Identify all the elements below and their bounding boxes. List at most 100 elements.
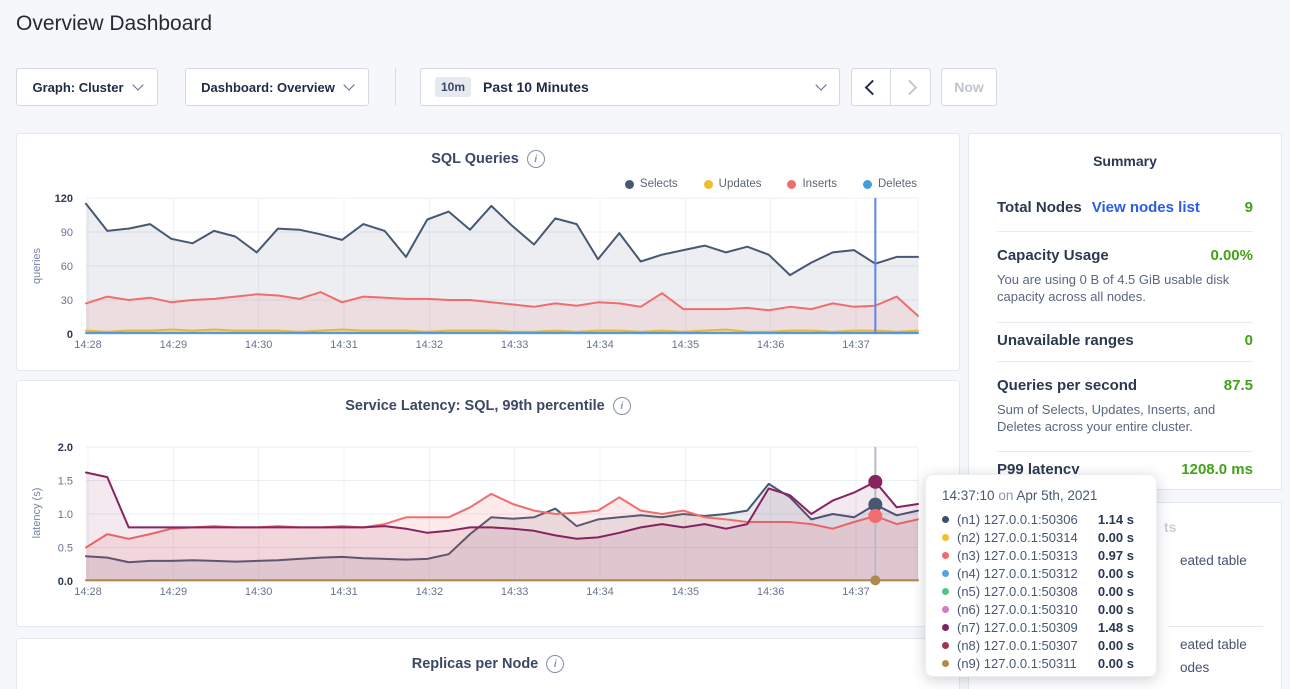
series-color-dot [703, 179, 713, 189]
chart-title: Service Latency: SQL, 99th percentile [345, 398, 605, 414]
chevron-right-icon [901, 79, 917, 95]
service-latency-plot[interactable]: 0.0 0.5 1.0 1.5 2.0 14:28 14:29 14:30 14:31 14:32… [17, 381, 961, 628]
info-icon[interactable]: i [546, 655, 565, 673]
info-icon[interactable]: i [612, 397, 631, 415]
node-color-dot [942, 641, 949, 649]
tooltip-row-n1: (n1) 127.0.0.1:50306 1.14 s [926, 510, 1156, 528]
node-color-dot [942, 659, 949, 667]
replicas-per-node-chart-card: Replicas per Node i [16, 638, 960, 689]
svg-text:14:37: 14:37 [842, 586, 870, 598]
svg-text:14:37: 14:37 [842, 339, 870, 351]
tooltip-row-n7: (n7) 127.0.0.1:50309 1.48 s [926, 618, 1156, 636]
svg-text:14:33: 14:33 [501, 586, 529, 598]
capacity-usage-value: 0.00% [1210, 247, 1253, 264]
now-button[interactable]: Now [941, 68, 997, 106]
node-color-dot [942, 551, 949, 559]
svg-text:14:30: 14:30 [245, 339, 273, 351]
chevron-down-icon [343, 79, 355, 91]
svg-text:0: 0 [67, 329, 73, 341]
summary-row-total-nodes: Total Nodes View nodes list 9 [997, 183, 1253, 232]
toolbar: Graph: Cluster Dashboard: Overview 10m P… [16, 68, 997, 106]
events-divider [1168, 626, 1263, 627]
time-step-buttons [851, 68, 931, 106]
chevron-left-icon [864, 79, 881, 95]
svg-text:14:32: 14:32 [416, 339, 444, 351]
svg-text:14:30: 14:30 [245, 586, 273, 598]
svg-text:1.0: 1.0 [58, 509, 73, 521]
service-latency-chart-card: Service Latency: SQL, 99th percentile i … [16, 380, 960, 627]
p99-latency-value: 1208.0 ms [1181, 461, 1253, 478]
graph-dropdown-label: Graph: Cluster [32, 79, 124, 95]
svg-text:14:29: 14:29 [160, 339, 188, 351]
capacity-usage-description: You are using 0 B of 4.5 GiB usable disk… [997, 272, 1230, 304]
page-title: Overview Dashboard [16, 12, 213, 35]
chart-legend: Selects Updates Inserts Deletes [624, 178, 917, 190]
view-nodes-list-link[interactable]: View nodes list [1091, 199, 1200, 216]
legend-item-inserts: Inserts [787, 178, 837, 190]
svg-text:14:35: 14:35 [672, 586, 700, 598]
summary-row-queries-per-second: Queries per second 87.5 Sum of Selects, … [997, 362, 1253, 452]
summary-row-p99-latency: P99 latency 1208.0 ms [997, 461, 1253, 478]
svg-text:120: 120 [55, 193, 73, 205]
sql-queries-plot[interactable]: 0 30 60 90 120 14:28 14:29 14:30 14:31 14:32 14:33… [17, 134, 961, 372]
time-range-dropdown[interactable]: 10m Past 10 Minutes [420, 68, 840, 106]
sql-queries-chart-card: SQL Queries i Selects Updates Inserts De… [16, 133, 960, 371]
tooltip-row-n2: (n2) 127.0.0.1:50314 0.00 s [926, 528, 1156, 546]
legend-item-updates: Updates [703, 178, 761, 190]
tooltip-row-n3: (n3) 127.0.0.1:50313 0.97 s [926, 546, 1156, 564]
event-item-fragment: odes [1180, 660, 1210, 675]
tooltip-row-n5: (n5) 127.0.0.1:50308 0.00 s [926, 582, 1156, 600]
chevron-down-icon [131, 79, 144, 91]
svg-text:14:31: 14:31 [330, 586, 358, 598]
graph-dropdown[interactable]: Graph: Cluster [16, 68, 158, 106]
chart-title: SQL Queries [431, 151, 519, 167]
svg-text:14:34: 14:34 [586, 339, 614, 351]
node-color-dot [942, 623, 949, 631]
toolbar-divider [395, 68, 396, 106]
node-color-dot [942, 605, 949, 613]
series-color-dot [624, 179, 634, 189]
svg-text:14:29: 14:29 [160, 586, 188, 598]
total-nodes-value: 9 [1244, 199, 1253, 216]
summary-row-unavailable-ranges: Unavailable ranges 0 [997, 323, 1253, 362]
queries-per-second-description: Sum of Selects, Updates, Inserts, and De… [997, 402, 1216, 434]
svg-text:14:36: 14:36 [757, 586, 785, 598]
legend-item-deletes: Deletes [863, 178, 917, 190]
node-color-dot [942, 515, 949, 523]
svg-text:14:33: 14:33 [501, 339, 529, 351]
events-panel-fragment: ts [1164, 519, 1177, 535]
node-color-dot [942, 569, 949, 577]
chart-hover-tooltip: 14:37:10 on Apr 5th, 2021 (n1) 127.0.0.1… [925, 474, 1157, 677]
svg-text:1.5: 1.5 [58, 476, 73, 488]
chevron-down-icon [815, 79, 827, 91]
svg-text:2.0: 2.0 [58, 442, 73, 454]
tooltip-row-n8: (n8) 127.0.0.1:50307 0.00 s [926, 636, 1156, 654]
tooltip-row-n9: (n9) 127.0.0.1:50311 0.00 s [926, 654, 1156, 672]
legend-item-selects: Selects [624, 178, 678, 190]
series-color-dot [787, 179, 797, 189]
svg-text:14:28: 14:28 [74, 586, 102, 598]
next-interval-button[interactable] [891, 68, 931, 106]
series-color-dot [863, 179, 872, 189]
time-range-label: Past 10 Minutes [483, 79, 589, 95]
tooltip-row-n4: (n4) 127.0.0.1:50312 0.00 s [926, 564, 1156, 582]
info-icon[interactable]: i [526, 150, 545, 168]
dashboard-dropdown-label: Dashboard: Overview [201, 79, 335, 95]
node-color-dot [942, 533, 949, 541]
svg-text:14:31: 14:31 [330, 339, 358, 351]
summary-title: Summary [1093, 153, 1157, 169]
dashboard-dropdown[interactable]: Dashboard: Overview [185, 68, 369, 106]
unavailable-ranges-value: 0 [1244, 332, 1253, 349]
tooltip-timestamp: 14:37:10 on Apr 5th, 2021 [942, 488, 1098, 503]
svg-text:14:35: 14:35 [672, 339, 700, 351]
svg-text:90: 90 [61, 227, 73, 239]
svg-text:14:32: 14:32 [416, 586, 444, 598]
svg-text:14:34: 14:34 [586, 586, 614, 598]
svg-text:14:36: 14:36 [757, 339, 785, 351]
summary-row-capacity-usage: Capacity Usage 0.00% You are using 0 B o… [997, 232, 1253, 323]
svg-text:14:28: 14:28 [74, 339, 102, 351]
svg-text:30: 30 [61, 295, 73, 307]
previous-interval-button[interactable] [851, 68, 891, 106]
svg-text:60: 60 [61, 261, 73, 273]
